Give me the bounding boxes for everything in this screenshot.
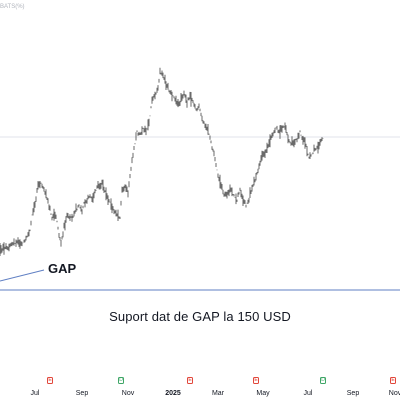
time-axis-label: Nov (121, 390, 135, 397)
gap-annotation[interactable]: GAP (48, 261, 77, 276)
earnings-marker-icon[interactable]: E (187, 377, 193, 384)
time-axis-label: 2025 (165, 390, 181, 397)
gap-trendline[interactable] (0, 269, 45, 282)
indicator-label: BATS(%) (0, 4, 25, 10)
time-axis-label: Jul (30, 390, 40, 397)
time-axis-label: Mar (211, 390, 225, 397)
time-axis-label: Sep (75, 390, 89, 397)
dividend-marker-icon[interactable]: D (320, 377, 326, 384)
time-axis-label: May (256, 390, 270, 397)
earnings-marker-icon[interactable]: E (253, 377, 259, 384)
dividend-marker-icon[interactable]: D (118, 377, 124, 384)
earnings-marker-icon[interactable]: E (390, 377, 396, 384)
earnings-marker-icon[interactable]: E (47, 377, 53, 384)
time-axis-label: Sep (346, 390, 360, 397)
time-axis-label: Nov (388, 390, 400, 397)
time-axis-label: Jul (303, 390, 313, 397)
support-annotation[interactable]: Suport dat de GAP la 150 USD (109, 309, 291, 324)
candlestick-series (0, 67, 324, 256)
